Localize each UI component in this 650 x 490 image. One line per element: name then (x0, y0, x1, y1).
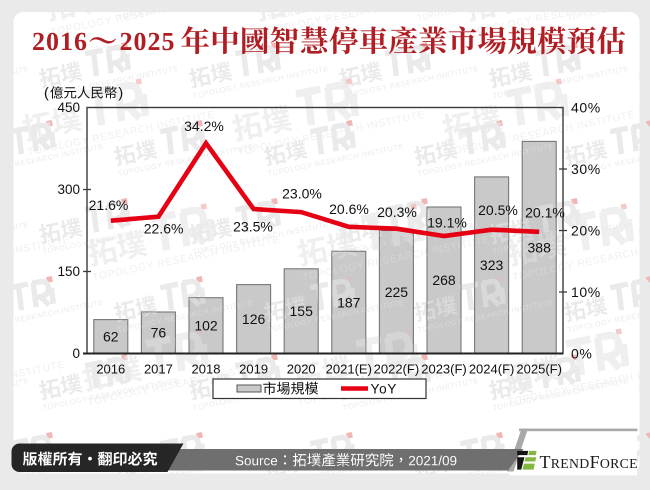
svg-text:2020: 2020 (287, 362, 316, 377)
svg-text:2016: 2016 (96, 362, 125, 377)
svg-text:10%: 10% (571, 284, 601, 300)
svg-text:23.0%: 23.0% (282, 186, 322, 202)
svg-text:34.2%: 34.2% (184, 118, 224, 134)
svg-text:2023(F): 2023(F) (421, 362, 467, 377)
svg-text:TRENDFORCE: TRENDFORCE (540, 452, 638, 472)
svg-text:0%: 0% (571, 345, 592, 361)
svg-text:21.6%: 21.6% (89, 197, 129, 213)
svg-text:225: 225 (385, 284, 409, 300)
svg-text:20.3%: 20.3% (377, 204, 417, 220)
svg-text:20.5%: 20.5% (478, 202, 518, 218)
svg-text:300: 300 (57, 182, 80, 197)
svg-text:30%: 30% (571, 161, 601, 177)
svg-text:187: 187 (337, 294, 361, 310)
svg-text:323: 323 (480, 257, 504, 273)
svg-text:2017: 2017 (144, 362, 173, 377)
svg-text:20.1%: 20.1% (525, 204, 565, 220)
svg-text:2021(E): 2021(E) (326, 362, 372, 377)
svg-text:388: 388 (528, 239, 552, 255)
svg-text:126: 126 (242, 311, 266, 327)
svg-text:150: 150 (57, 264, 80, 279)
svg-text:2025(F): 2025(F) (516, 362, 562, 377)
svg-text:2022(F): 2022(F) (374, 362, 420, 377)
svg-text:155: 155 (290, 303, 314, 319)
svg-text:22.6%: 22.6% (144, 221, 184, 237)
svg-text:20.6%: 20.6% (329, 201, 369, 217)
svg-text:20%: 20% (571, 222, 601, 238)
svg-text:40%: 40% (571, 99, 601, 115)
svg-text:2018: 2018 (192, 362, 221, 377)
svg-text:0: 0 (72, 346, 80, 361)
svg-text:268: 268 (432, 272, 456, 288)
svg-text:450: 450 (57, 100, 80, 115)
svg-text:2019: 2019 (239, 362, 268, 377)
svg-text:102: 102 (194, 318, 218, 334)
svg-text:2024(F): 2024(F) (469, 362, 515, 377)
svg-text:62: 62 (103, 329, 119, 345)
svg-text:YoY: YoY (371, 382, 398, 397)
svg-text:23.5%: 23.5% (233, 219, 273, 235)
svg-text:19.1%: 19.1% (427, 215, 467, 231)
svg-text:76: 76 (151, 325, 167, 341)
